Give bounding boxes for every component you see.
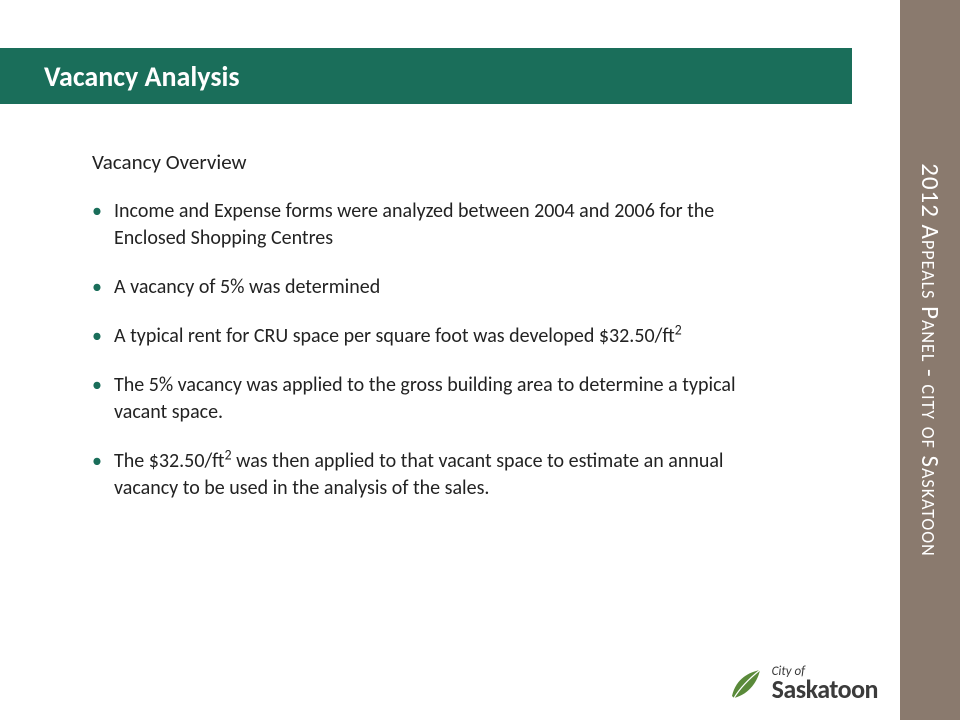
- bullet-list: Income and Expense forms were analyzed b…: [92, 198, 772, 502]
- slide-title: Vacancy Analysis: [0, 59, 240, 94]
- slide: Vacancy Analysis 2012 Appeals Panel - ci…: [0, 0, 960, 720]
- list-item: A vacancy of 5% was determined: [92, 274, 772, 301]
- content-area: Vacancy Overview Income and Expense form…: [92, 148, 772, 524]
- list-item: A typical rent for CRU space per square …: [92, 323, 772, 350]
- sidebar-label: 2012 Appeals Panel - city of Saskatoon: [915, 163, 946, 557]
- bullet-text: Income and Expense forms were analyzed b…: [114, 199, 714, 250]
- logo-text: City of Saskatoon: [772, 665, 878, 702]
- city-logo: City of Saskatoon: [728, 665, 878, 702]
- list-item: The 5% vacancy was applied to the gross …: [92, 372, 772, 426]
- list-item: Income and Expense forms were analyzed b…: [92, 198, 772, 252]
- leaf-icon: [728, 666, 764, 702]
- logo-line2: Saskatoon: [772, 673, 878, 705]
- right-sidebar: 2012 Appeals Panel - city of Saskatoon: [900, 0, 960, 720]
- bullet-text: A vacancy of 5% was determined: [114, 275, 380, 299]
- bullet-text: The 5% vacancy was applied to the gross …: [114, 373, 736, 424]
- title-bar: Vacancy Analysis: [0, 48, 852, 104]
- list-item: The $32.50/ft2 was then applied to that …: [92, 448, 772, 502]
- section-heading: Vacancy Overview: [92, 148, 772, 176]
